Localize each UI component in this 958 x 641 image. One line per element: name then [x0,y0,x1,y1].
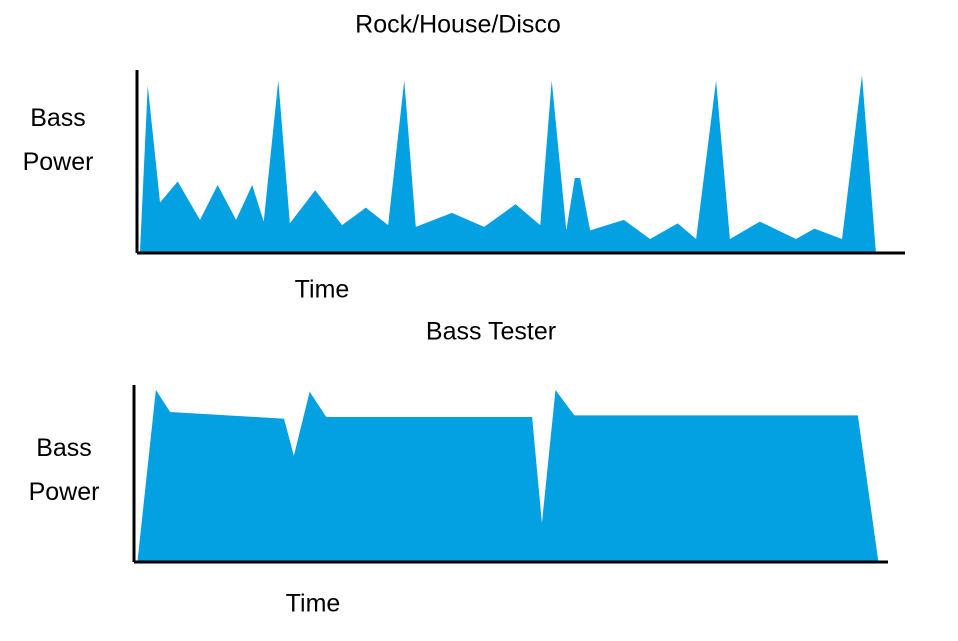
y-axis-label: Bass Power [28,434,100,506]
chart-title: Rock/House/Disco [355,11,561,39]
x-axis-label: Time [295,276,350,304]
chart-title: Bass Tester [426,318,556,346]
area [140,75,876,253]
x-axis-label: Time [286,590,341,618]
area [137,390,879,562]
y-axis-label: Bass Power [22,104,94,176]
